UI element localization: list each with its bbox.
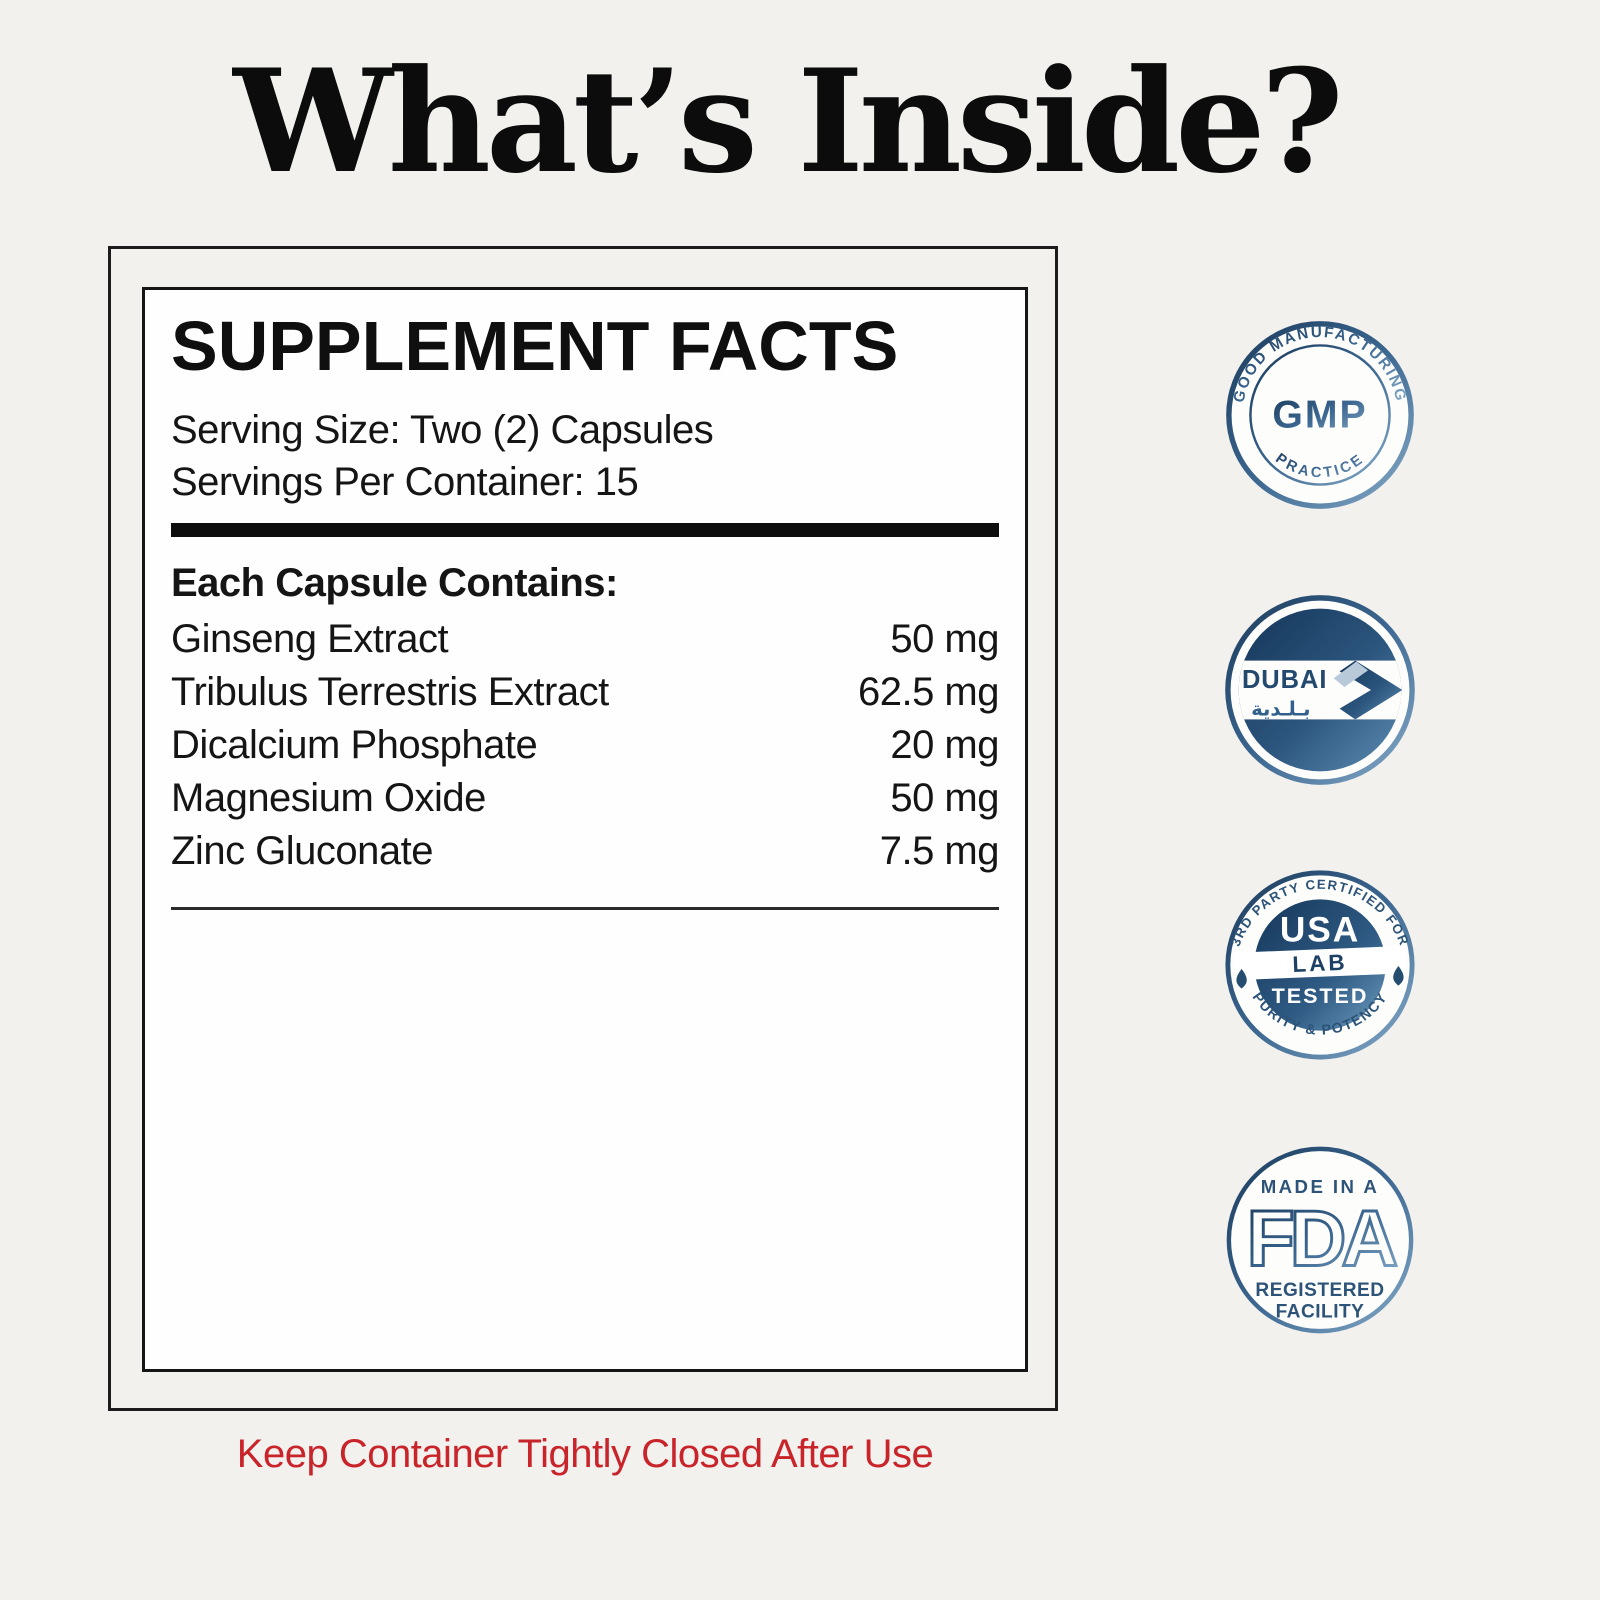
ingredient-amount: 50 mg [890, 776, 999, 821]
ingredient-list: Ginseng Extract 50 mg Tribulus Terrestri… [171, 619, 1000, 874]
supplement-facts-inner-box: SUPPLEMENT FACTS Serving Size: Two (2) C… [142, 287, 1028, 1372]
tested-text: TESTED [1272, 983, 1369, 1008]
ingredient-row: Zinc Gluconate 7.5 mg [171, 829, 1000, 874]
gmp-outer-ring [1226, 321, 1414, 509]
ingredient-row: Tribulus Terrestris Extract 62.5 mg [171, 670, 1000, 715]
fda-badge-icon: MADE IN A FDA REGISTERED FACILITY [1226, 1146, 1414, 1334]
dubai-arabic-text: بـلـدية [1251, 697, 1310, 720]
ingredient-amount: 50 mg [890, 617, 999, 662]
supplement-facts-heading: SUPPLEMENT FACTS [171, 307, 899, 385]
usa-text: USA [1280, 910, 1360, 949]
ingredient-amount: 62.5 mg [857, 670, 1000, 715]
lab-text: LAB [1292, 950, 1348, 977]
ingredient-name: Tribulus Terrestris Extract [171, 670, 609, 715]
page-title: What’s Inside? [233, 39, 1344, 205]
each-capsule-contains-heading: Each Capsule Contains: [171, 561, 618, 606]
ingredient-row: Magnesium Oxide 50 mg [171, 778, 999, 818]
water-drop-right-icon [1393, 965, 1404, 986]
facility-text: FACILITY [1276, 1301, 1365, 1322]
ingredient-name: Zinc Gluconate [171, 829, 434, 874]
storage-warning-text: Keep Container Tightly Closed After Use [236, 1432, 934, 1476]
thick-divider [171, 523, 999, 538]
ingredient-row: Dicalcium Phosphate 20 mg [171, 725, 999, 765]
usa-lab-tested-badge-icon: 3RD PARTY CERTIFIED FOR PURITY & POTENCY… [1225, 870, 1415, 1060]
gmp-badge-icon: GOOD MANUFACTURING PRACTICE GMP [1226, 321, 1414, 509]
gmp-inner-ring [1249, 344, 1391, 486]
dubai-municipality-badge-icon: DUBAI بـلـدية [1225, 595, 1415, 785]
supplement-facts-panel: SUPPLEMENT FACTS Serving Size: Two (2) C… [108, 246, 1058, 1411]
dubai-arrow-highlight [1333, 661, 1369, 688]
fda-logo-text: FDA [1247, 1194, 1397, 1282]
ingredient-name: Dicalcium Phosphate [171, 723, 538, 768]
ingredient-amount: 7.5 mg [879, 829, 1000, 874]
made-in-a-text: MADE IN A [1261, 1176, 1380, 1197]
servings-per-container-line: Servings Per Container: 15 [171, 460, 639, 505]
serving-size-line: Serving Size: Two (2) Capsules [171, 407, 714, 452]
water-drop-left-icon [1236, 968, 1247, 989]
usa-lab-band [1234, 945, 1406, 981]
ingredient-amount: 20 mg [890, 723, 999, 768]
dubai-latin-text: DUBAI [1242, 666, 1328, 694]
gmp-center-text: GMP [1272, 394, 1367, 437]
fda-outer-ring [1226, 1146, 1414, 1334]
ingredient-name: Ginseng Extract [171, 617, 449, 662]
thin-divider [171, 907, 999, 911]
ingredient-name: Magnesium Oxide [171, 776, 486, 821]
ingredient-row: Ginseng Extract 50 mg [171, 619, 999, 659]
registered-text: REGISTERED [1255, 1280, 1384, 1301]
